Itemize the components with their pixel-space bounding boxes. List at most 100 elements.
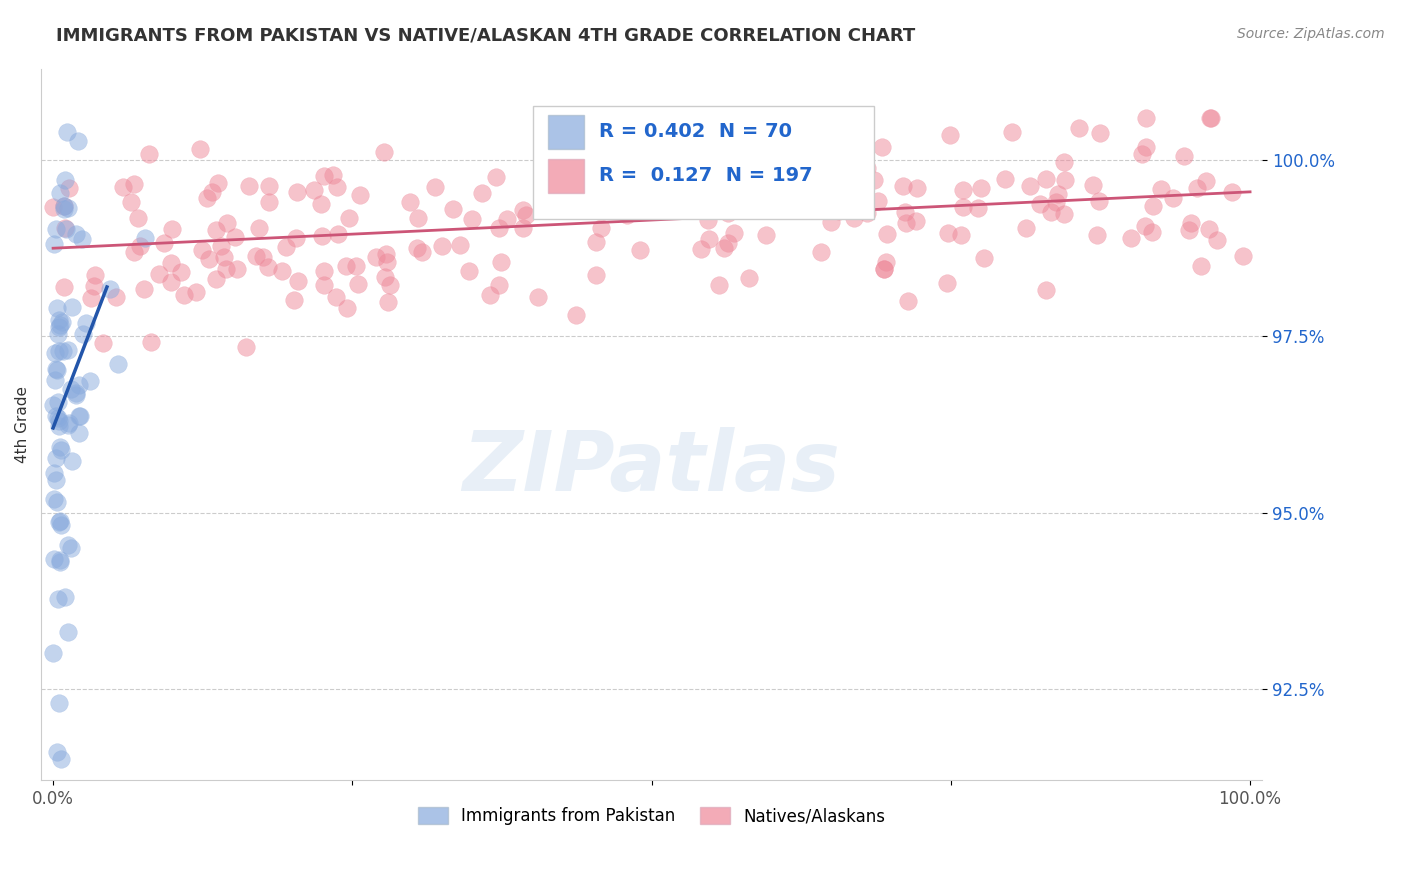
Point (966, 201, 988, 215)
Point (44, 492, 66, 507)
Point (1053, 207, 1076, 221)
Point (326, 227, 349, 242)
Point (952, 183, 974, 197)
Point (215, 216, 238, 230)
Point (713, 241, 735, 255)
Point (45, 221, 67, 235)
Point (461, 212, 484, 227)
Point (1195, 174, 1218, 188)
Point (257, 179, 280, 194)
Point (1135, 140, 1157, 154)
Point (45, 451, 67, 466)
Point (48, 312, 70, 326)
Point (1220, 185, 1243, 199)
Point (406, 211, 429, 226)
Point (48, 320, 70, 334)
Point (48, 553, 70, 567)
Point (238, 179, 260, 194)
Point (42, 466, 65, 480)
Point (994, 172, 1017, 186)
Point (873, 262, 896, 277)
Point (45, 409, 67, 424)
Point (69, 409, 91, 424)
Point (44, 373, 66, 387)
Point (1185, 180, 1208, 194)
Point (52, 344, 75, 359)
Point (112, 180, 135, 194)
Point (129, 238, 152, 252)
Point (585, 235, 607, 249)
Point (72, 326, 94, 341)
Point (1189, 259, 1212, 273)
Point (364, 250, 387, 264)
Point (628, 244, 651, 258)
Point (645, 178, 668, 193)
Point (1001, 125, 1024, 139)
Point (56, 538, 79, 552)
Point (91, 335, 114, 350)
Point (314, 278, 336, 293)
Point (897, 293, 920, 308)
Point (717, 235, 740, 250)
Point (285, 186, 308, 200)
Point (83, 278, 105, 293)
Point (1088, 126, 1111, 140)
Text: ZIPatlas: ZIPatlas (463, 426, 841, 508)
Point (905, 181, 928, 195)
Point (970, 180, 993, 194)
Point (270, 264, 292, 278)
Point (198, 252, 221, 266)
Point (1178, 223, 1201, 237)
Point (755, 228, 778, 243)
Point (844, 211, 866, 225)
Point (723, 226, 745, 240)
Point (215, 261, 238, 276)
Point (1150, 182, 1173, 196)
Point (49, 515, 72, 529)
Point (325, 290, 347, 304)
Point (699, 232, 721, 246)
Point (1047, 186, 1070, 201)
Point (67, 134, 90, 148)
Point (770, 177, 793, 191)
Point (120, 195, 142, 210)
Text: R = 0.402  N = 70: R = 0.402 N = 70 (599, 122, 792, 141)
Point (53, 280, 76, 294)
Point (312, 264, 335, 278)
Point (311, 229, 333, 244)
Point (866, 194, 889, 208)
Point (80, 291, 103, 305)
Point (1053, 155, 1076, 169)
Point (70, 232, 93, 246)
Point (205, 223, 228, 237)
Point (399, 194, 422, 209)
Point (45, 361, 67, 376)
Point (205, 272, 228, 286)
Point (51, 752, 73, 766)
Point (107, 357, 129, 371)
Point (1067, 120, 1090, 135)
Point (1085, 228, 1108, 243)
Point (1045, 195, 1067, 210)
Point (326, 180, 349, 194)
Point (197, 191, 219, 205)
Point (478, 288, 501, 302)
Point (485, 170, 508, 185)
Bar (548, 159, 585, 193)
Point (48, 696, 70, 710)
Point (458, 263, 481, 277)
Point (84, 268, 107, 282)
Point (170, 265, 193, 279)
Point (48, 186, 70, 200)
Point (55, 221, 77, 235)
Point (591, 220, 613, 235)
Point (224, 230, 246, 244)
Point (820, 215, 842, 229)
Point (585, 268, 607, 282)
Point (1232, 249, 1254, 263)
Point (42, 236, 65, 251)
Point (378, 277, 401, 292)
Point (430, 239, 453, 253)
Point (1088, 194, 1111, 208)
Point (1142, 199, 1164, 213)
